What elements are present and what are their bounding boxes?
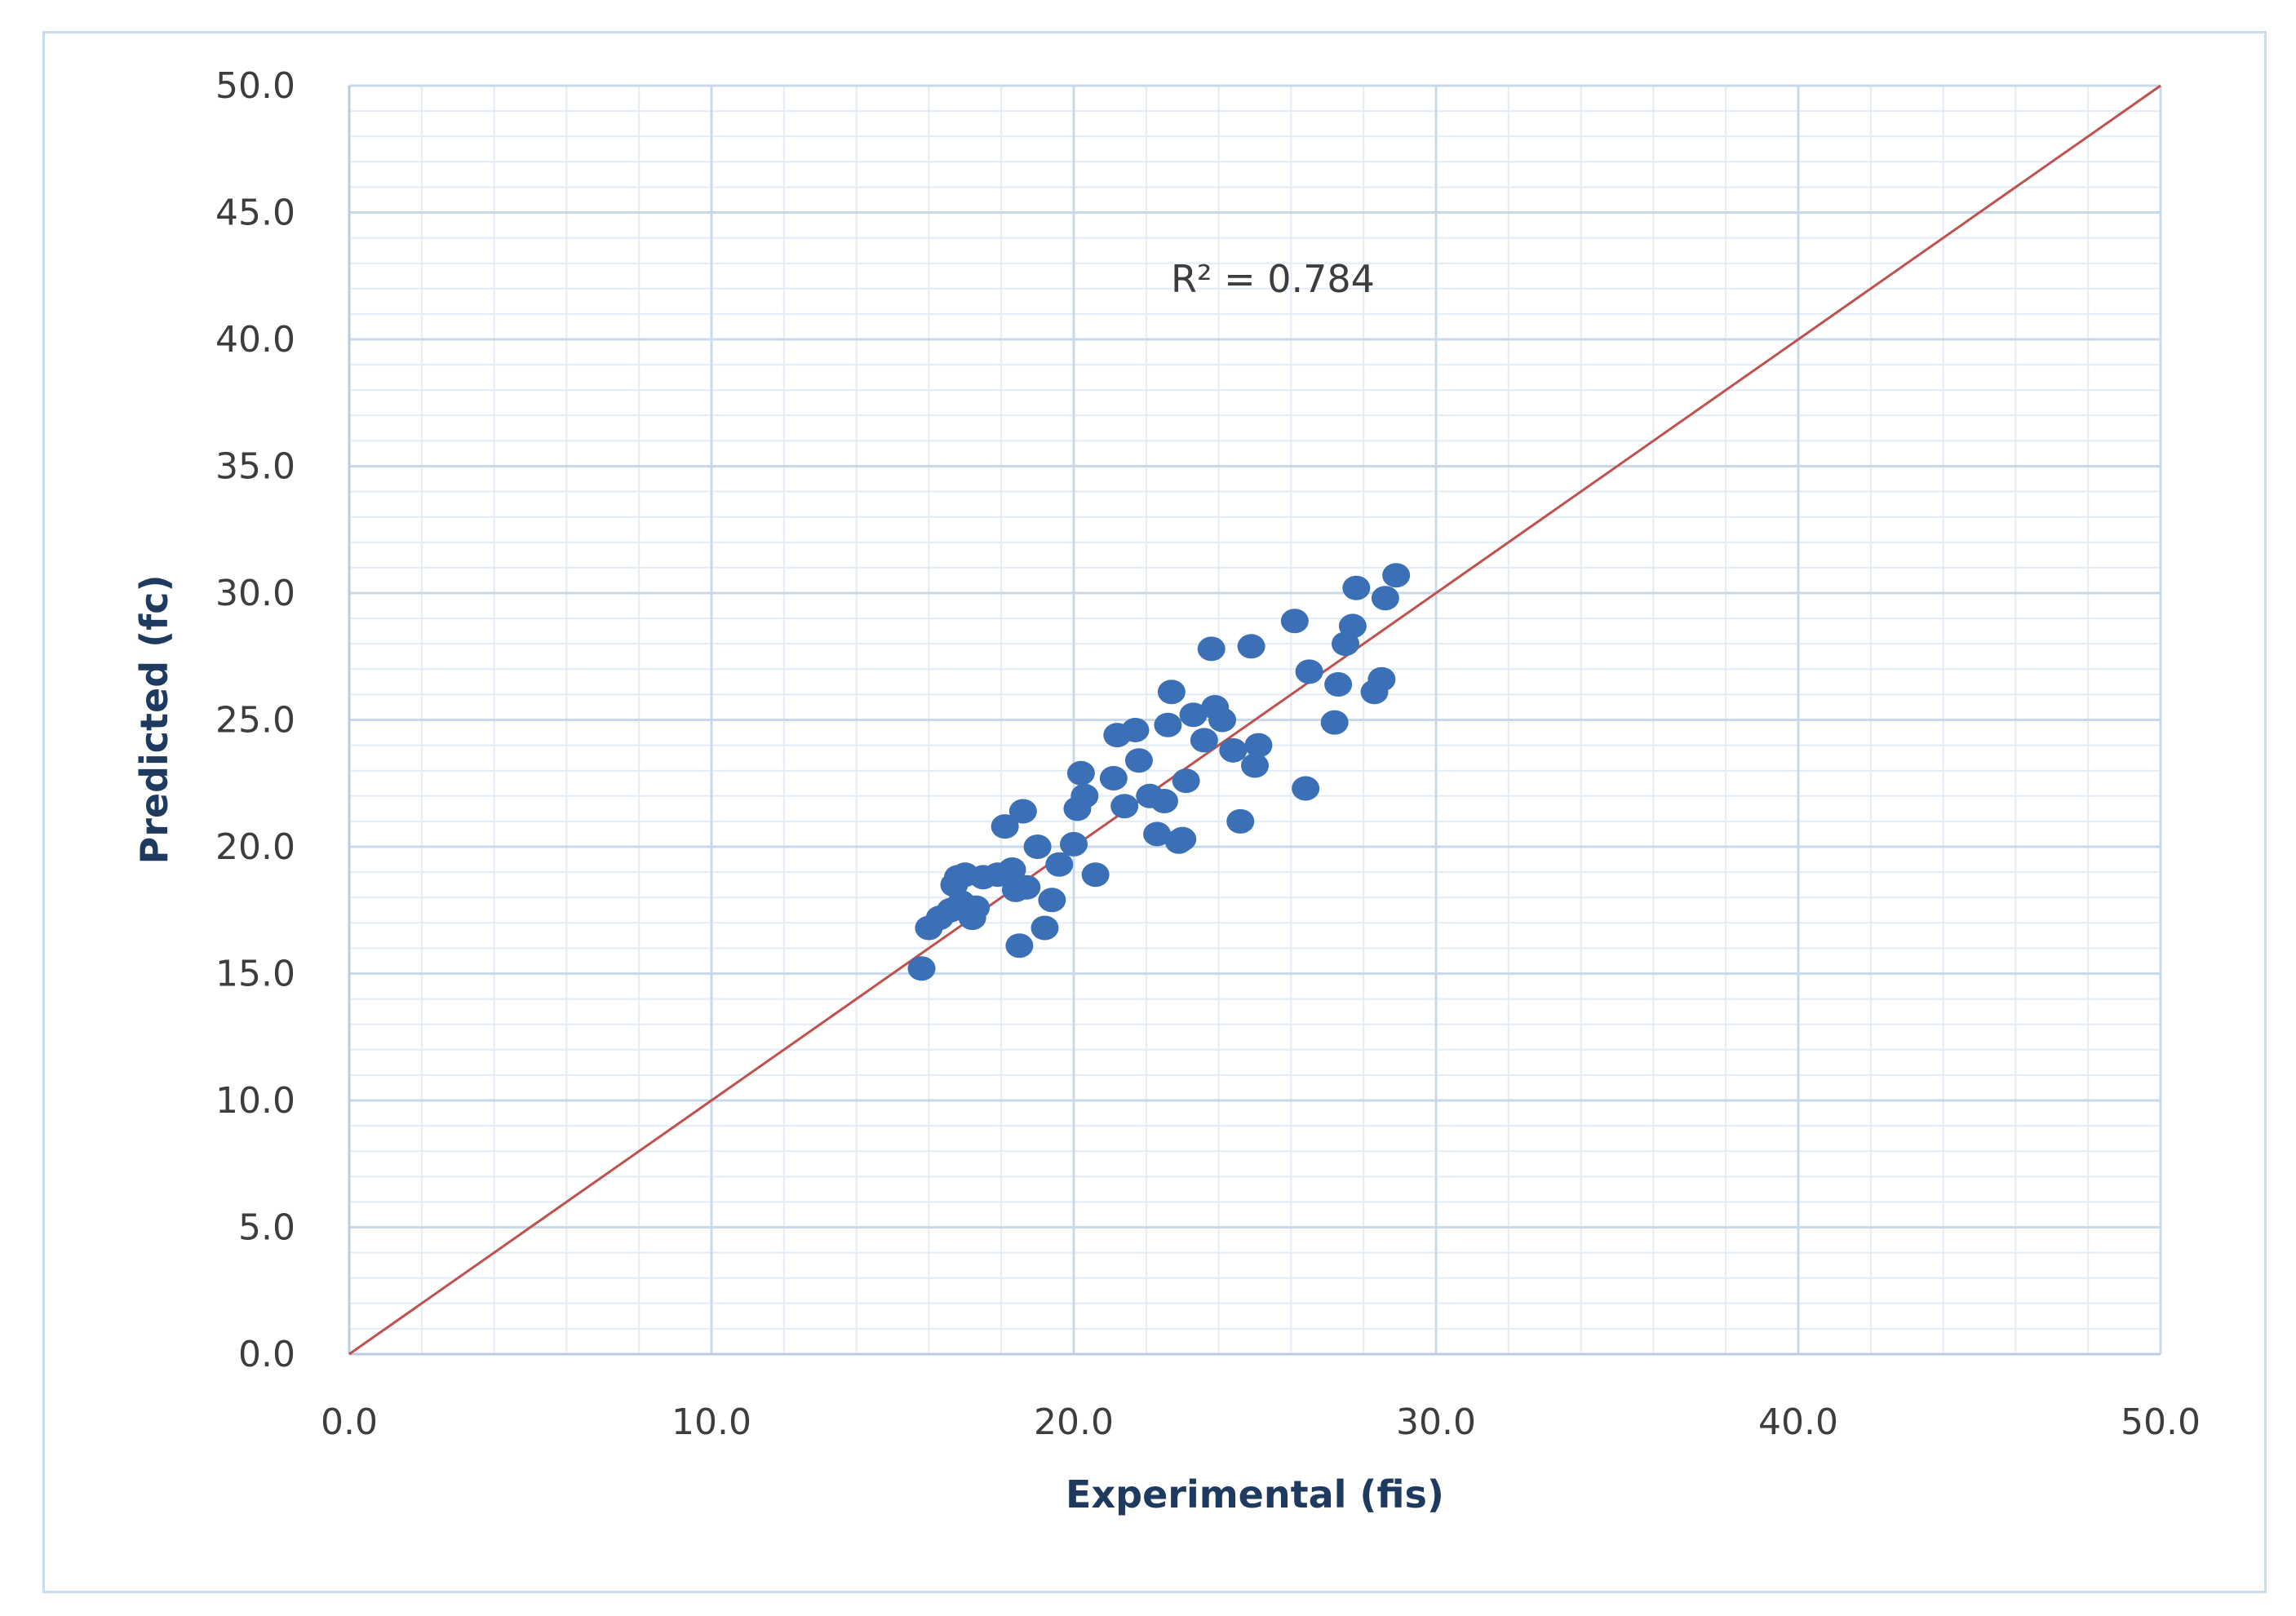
data-point: [1208, 707, 1237, 733]
y-tick-label: 0.0: [238, 1334, 295, 1375]
data-point: [1070, 783, 1099, 808]
x-tick-label: 10.0: [672, 1401, 751, 1443]
data-points: [907, 563, 1411, 981]
x-tick-label: 30.0: [1396, 1401, 1476, 1443]
y-tick-labels: 0.0 5.0 10.0 15.0 20.0 25.0 30.0 35.0 40.0 45.0 50…: [215, 65, 295, 1375]
reference-line: [348, 84, 2161, 1356]
data-point: [962, 895, 991, 920]
data-point: [1219, 737, 1248, 763]
data-point: [1013, 874, 1041, 900]
data-point: [1008, 799, 1037, 824]
x-tick-labels: 0.0 10.0 20.0 30.0 40.0 50.0: [321, 1401, 2201, 1443]
data-point: [1190, 728, 1218, 753]
data-point: [1295, 659, 1323, 684]
data-point: [1038, 888, 1066, 913]
data-point: [1066, 760, 1095, 786]
data-point: [1338, 613, 1367, 639]
data-point: [1179, 702, 1208, 728]
data-point: [1320, 710, 1349, 735]
data-point: [1099, 766, 1128, 791]
data-point: [1292, 776, 1320, 801]
data-point: [1280, 609, 1309, 634]
x-tick-label: 40.0: [1758, 1401, 1838, 1443]
data-point: [1154, 712, 1182, 737]
y-tick-label: 15.0: [215, 954, 295, 995]
data-point: [1045, 852, 1074, 877]
data-point: [1023, 835, 1052, 859]
data-point: [1060, 831, 1088, 857]
reference-line-layer: [348, 84, 2161, 1356]
r-squared-annotation: R² = 0.784: [1171, 257, 1375, 301]
x-tick-label: 20.0: [1034, 1401, 1114, 1443]
data-point: [1031, 915, 1059, 941]
y-tick-label: 50.0: [215, 65, 295, 107]
data-point: [1150, 789, 1178, 814]
y-tick-label: 5.0: [238, 1207, 295, 1249]
data-point: [1143, 821, 1172, 847]
data-point: [1324, 671, 1353, 697]
y-tick-label: 40.0: [215, 319, 295, 361]
data-point: [1121, 717, 1150, 742]
x-axis-title: Experimental (fis): [1066, 1472, 1444, 1516]
data-point: [1005, 933, 1034, 959]
data-point: [1241, 753, 1269, 778]
y-tick-label: 45.0: [215, 193, 295, 234]
data-point: [1168, 826, 1197, 852]
data-point: [907, 956, 936, 981]
data-point: [1081, 862, 1110, 888]
data-point: [1244, 733, 1273, 758]
y-axis-title: Predicted (fc): [132, 574, 176, 864]
data-point: [1342, 575, 1371, 600]
data-point: [1110, 794, 1139, 819]
data-point: [1371, 586, 1399, 611]
y-tick-label: 30.0: [215, 573, 295, 614]
y-tick-label: 35.0: [215, 446, 295, 488]
data-point: [1157, 680, 1186, 705]
data-point: [1367, 666, 1396, 692]
y-tick-label: 10.0: [215, 1080, 295, 1122]
data-point: [1124, 748, 1153, 773]
data-point: [991, 814, 1019, 839]
data-point: [1226, 808, 1255, 834]
x-tick-label: 0.0: [321, 1401, 378, 1443]
y-tick-label: 25.0: [215, 700, 295, 742]
y-tick-label: 20.0: [215, 826, 295, 868]
data-point: [998, 857, 1026, 882]
x-tick-label: 50.0: [2121, 1401, 2201, 1443]
data-point: [1382, 563, 1411, 588]
data-point: [1172, 768, 1200, 794]
data-point: [1237, 634, 1265, 659]
data-point: [1197, 636, 1226, 662]
